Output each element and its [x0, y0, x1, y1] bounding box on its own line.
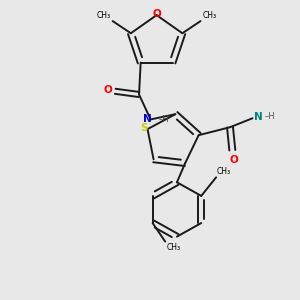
Text: –H: –H	[265, 112, 276, 122]
Text: N: N	[143, 114, 152, 124]
Text: CH₃: CH₃	[202, 11, 216, 20]
Text: O: O	[152, 8, 161, 19]
Text: O: O	[103, 85, 112, 95]
Text: O: O	[230, 155, 238, 165]
Text: CH₃: CH₃	[217, 167, 231, 176]
Text: –H: –H	[159, 115, 169, 124]
Text: S: S	[140, 124, 147, 134]
Text: CH₃: CH₃	[166, 243, 180, 252]
Text: CH₃: CH₃	[97, 11, 111, 20]
Text: N: N	[254, 112, 263, 122]
